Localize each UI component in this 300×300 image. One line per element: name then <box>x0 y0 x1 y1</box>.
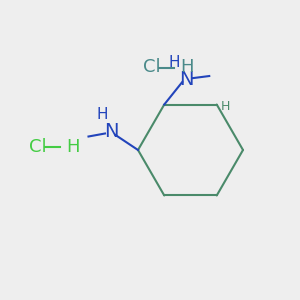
Text: Cl: Cl <box>28 138 46 156</box>
Text: H: H <box>66 138 80 156</box>
Text: H: H <box>169 55 181 70</box>
Text: N: N <box>179 70 194 88</box>
Text: H: H <box>96 107 108 122</box>
Text: H: H <box>221 100 231 112</box>
Text: N: N <box>104 122 118 142</box>
Text: H: H <box>180 58 194 76</box>
Text: Cl: Cl <box>142 58 160 76</box>
